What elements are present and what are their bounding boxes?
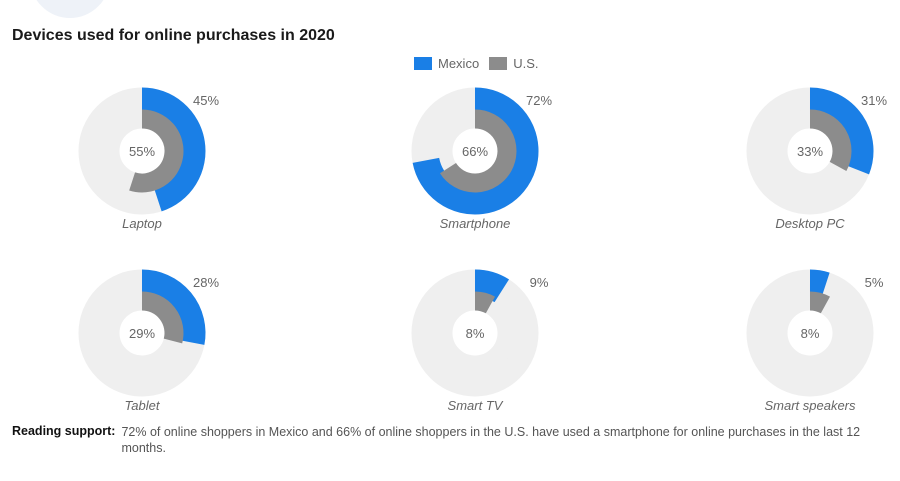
category-label-desktop-pc: Desktop PC [775, 216, 845, 231]
legend-swatch-us [489, 57, 508, 70]
category-label-smartphone: Smartphone [440, 216, 511, 231]
legend-item-us[interactable]: U.S. [489, 56, 538, 71]
us-arc-smart-tv[interactable] [474, 291, 495, 314]
legend-label-us: U.S. [513, 56, 539, 71]
donut-laptop: 45% 55% Laptop [78, 87, 219, 231]
reading-support: Reading support: 72% of online shoppers … [12, 424, 900, 456]
us-value-label-smart-tv: 8% [466, 326, 485, 341]
legend-swatch-mexico [414, 57, 432, 70]
mexico-value-label-tablet: 28% [193, 275, 219, 290]
reading-support-label: Reading support: [12, 424, 116, 438]
mexico-value-label-smart-speakers: 5% [865, 275, 884, 290]
us-arc-laptop[interactable] [129, 109, 184, 193]
chart-title: Devices used for online purchases in 202… [12, 27, 335, 44]
legend-label-mexico: Mexico [438, 56, 480, 71]
category-label-tablet: Tablet [125, 398, 161, 413]
us-value-label-laptop: 55% [129, 144, 155, 159]
mexico-arc-smart-speakers[interactable] [809, 269, 830, 299]
mexico-value-label-smart-tv: 9% [530, 275, 549, 290]
us-value-label-tablet: 29% [129, 326, 155, 341]
donut-desktop-pc: 31% 33% Desktop PC [746, 87, 887, 231]
us-value-label-smart-speakers: 8% [801, 326, 820, 341]
mexico-arc-tablet[interactable] [141, 269, 206, 345]
us-arc-smart-speakers[interactable] [809, 291, 830, 314]
legend-item-mexico[interactable]: Mexico [414, 56, 479, 71]
us-value-label-desktop-pc: 33% [797, 144, 823, 159]
mexico-arc-laptop[interactable] [141, 87, 206, 212]
mexico-arc-smartphone[interactable] [412, 87, 539, 215]
mexico-value-label-smartphone: 72% [526, 93, 552, 108]
category-label-laptop: Laptop [122, 216, 162, 231]
mexico-arc-smart-tv[interactable] [474, 269, 510, 303]
legend: Mexico U.S. [414, 56, 548, 71]
donut-smart-speakers: 5% 8% Smart speakers [746, 269, 884, 413]
donut-smartphone: 72% 66% Smartphone [411, 87, 552, 231]
donut-smart-tv: 9% 8% Smart TV [411, 269, 549, 413]
donut-tablet: 28% 29% Tablet [78, 269, 219, 413]
category-label-smart-speakers: Smart speakers [764, 398, 856, 413]
us-value-label-smartphone: 66% [462, 144, 488, 159]
us-arc-smartphone[interactable] [439, 109, 517, 193]
reading-support-text: 72% of online shoppers in Mexico and 66%… [121, 425, 861, 455]
mexico-value-label-desktop-pc: 31% [861, 93, 887, 108]
mexico-arc-desktop-pc[interactable] [809, 87, 874, 175]
mexico-value-label-laptop: 45% [193, 93, 219, 108]
category-label-smart-tv: Smart TV [448, 398, 504, 413]
us-arc-desktop-pc[interactable] [809, 109, 852, 171]
us-arc-tablet[interactable] [141, 291, 184, 344]
